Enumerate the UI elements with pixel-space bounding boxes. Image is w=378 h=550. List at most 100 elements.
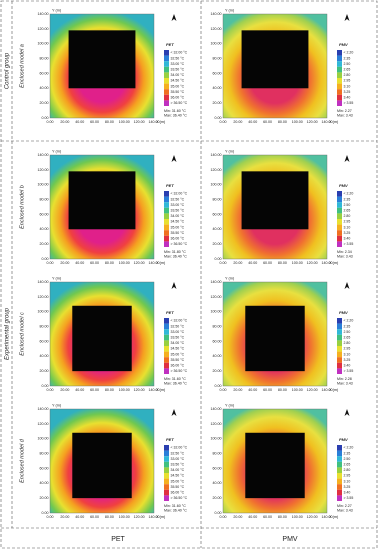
- x-tick-label: 20.00: [233, 261, 242, 265]
- y-axis-title: Y (m): [225, 9, 235, 13]
- legend-label: > 36.50 °C: [171, 496, 188, 500]
- y-tick-label: 100.00: [211, 310, 222, 314]
- legend-label: 2.35: [344, 451, 351, 455]
- legend-swatch: [164, 83, 169, 90]
- y-tick-label: 0.00: [215, 384, 222, 388]
- legend-swatch: [337, 191, 342, 197]
- legend-label: 33.50 °C: [171, 209, 185, 213]
- x-tick-label: 40.00: [248, 515, 257, 519]
- legend-swatch: [337, 318, 342, 324]
- y-axis-title: Y (m): [225, 277, 235, 281]
- legend-label: 33.00 °C: [171, 330, 185, 334]
- legend-label: 3.40: [344, 96, 351, 100]
- legend-swatch: [337, 89, 342, 95]
- y-tick-label: 20.00: [213, 101, 222, 105]
- x-tick-label: 40.00: [75, 388, 84, 392]
- y-tick-label: 20.00: [213, 496, 222, 500]
- legend-swatch: [337, 346, 342, 352]
- legend-label: 2.80: [344, 214, 351, 218]
- x-tick-label: 140.00: [149, 120, 160, 124]
- legend-label: > 3.55: [344, 369, 354, 373]
- x-tick-label: 40.00: [248, 120, 257, 124]
- legend-title: PMV: [339, 310, 348, 315]
- x-tick-label: 0.00: [220, 120, 227, 124]
- legend-swatch: [337, 473, 342, 479]
- legend-title: PMV: [339, 437, 348, 442]
- x-axis-title: X (m): [329, 261, 339, 265]
- min-label: Min: 31.80 °C: [164, 250, 186, 254]
- legend-label: 36.00 °C: [171, 364, 185, 368]
- x-tick-label: 120.00: [134, 388, 145, 392]
- x-tick-label: 80.00: [278, 388, 287, 392]
- x-tick-label: 0.00: [220, 388, 227, 392]
- legend-swatch: [164, 196, 169, 203]
- x-tick-label: 100.00: [292, 261, 303, 265]
- legend-swatch: [164, 202, 169, 208]
- legend-swatch: [164, 213, 169, 219]
- y-tick-label: 140.00: [38, 280, 49, 284]
- y-tick-label: 20.00: [213, 242, 222, 246]
- x-tick-label: 0.00: [47, 515, 54, 519]
- north-arrow: [171, 409, 177, 416]
- y-tick-label: 40.00: [40, 227, 49, 231]
- x-tick-label: 80.00: [278, 120, 287, 124]
- legend-label: 36.00 °C: [171, 96, 185, 100]
- legend-swatch: [164, 484, 169, 490]
- legend-swatch: [164, 207, 169, 214]
- legend-label: 2.50: [344, 203, 351, 207]
- legend-swatch: [337, 207, 342, 214]
- legend-swatch: [164, 224, 169, 231]
- legend-swatch: [164, 489, 169, 496]
- max-label: Max: 3.43: [337, 113, 353, 117]
- legend-label: 2.50: [344, 457, 351, 461]
- legend-swatch: [337, 78, 342, 84]
- y-axis-title: Y (m): [225, 404, 235, 408]
- legend-label: 3.10: [344, 352, 351, 356]
- x-tick-label: 60.00: [90, 515, 99, 519]
- y-tick-label: 120.00: [38, 168, 49, 172]
- y-tick-label: 100.00: [211, 437, 222, 441]
- legend-label: 33.00 °C: [171, 203, 185, 207]
- legend-swatch: [337, 495, 342, 501]
- legend-label: 34.00 °C: [171, 468, 185, 472]
- legend-swatch: [337, 461, 342, 468]
- x-tick-label: 20.00: [233, 120, 242, 124]
- y-tick-label: 80.00: [213, 452, 222, 456]
- legend-swatch: [337, 235, 342, 242]
- y-tick-label: 140.00: [38, 12, 49, 16]
- y-tick-label: 80.00: [40, 452, 49, 456]
- x-tick-label: 60.00: [90, 261, 99, 265]
- north-arrow: [344, 14, 350, 21]
- legend-label: 35.00 °C: [171, 352, 185, 356]
- y-tick-label: 100.00: [38, 183, 49, 187]
- legend-label: 34.00 °C: [171, 73, 185, 77]
- legend-label: > 36.50 °C: [171, 369, 188, 373]
- x-tick-label: 60.00: [263, 388, 272, 392]
- north-arrow: [344, 282, 350, 289]
- x-tick-label: 60.00: [90, 388, 99, 392]
- y-tick-label: 120.00: [38, 295, 49, 299]
- y-tick-label: 60.00: [213, 339, 222, 343]
- building: [245, 432, 305, 499]
- x-axis-title: X (m): [329, 515, 339, 519]
- legend-swatch: [164, 89, 169, 95]
- y-tick-label: 20.00: [40, 101, 49, 105]
- legend-label: 36.00 °C: [171, 237, 185, 241]
- row-label: Enclosed model a: [19, 44, 25, 88]
- legend-swatch: [337, 484, 342, 490]
- legend-label: > 36.50 °C: [171, 242, 188, 246]
- y-tick-label: 40.00: [213, 481, 222, 485]
- x-tick-label: 100.00: [119, 515, 130, 519]
- y-tick-label: 40.00: [40, 86, 49, 90]
- group-label: Control group: [5, 52, 11, 89]
- min-label: Min: 31.60 °C: [164, 377, 186, 381]
- legend-swatch: [337, 450, 342, 457]
- y-tick-label: 0.00: [215, 116, 222, 120]
- building: [68, 171, 136, 230]
- max-label: Max: 36.40 °C: [164, 508, 187, 512]
- legend-swatch: [164, 346, 169, 352]
- y-tick-label: 0.00: [42, 257, 49, 261]
- legend-swatch: [337, 478, 342, 485]
- x-tick-label: 20.00: [233, 515, 242, 519]
- y-axis-title: Y (m): [52, 9, 62, 13]
